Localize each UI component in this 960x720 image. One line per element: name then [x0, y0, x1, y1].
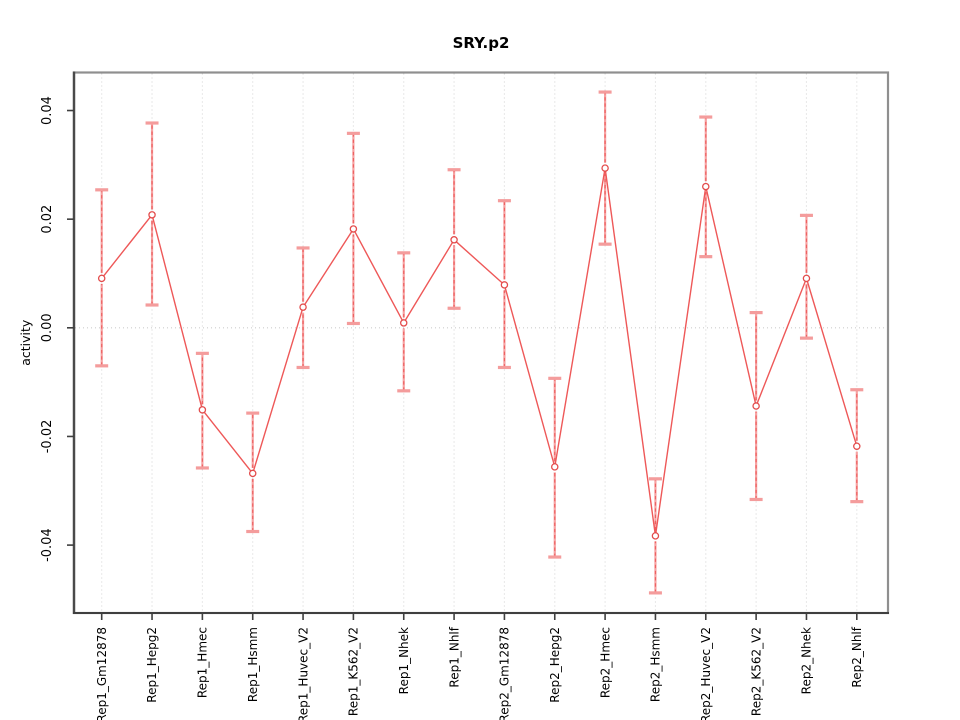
x-tick-label-13: Rep2_K562_V2 [749, 627, 763, 716]
error-bar-15 [850, 388, 864, 504]
x-tick-label-6: Rep1_Nhek [397, 627, 411, 694]
error-bar-2 [195, 351, 209, 470]
error-bar-13 [749, 311, 763, 502]
x-tick-label-8: Rep2_Gm12878 [498, 627, 512, 720]
data-point-1 [148, 211, 156, 219]
y-tick-label-3: 0.02 [40, 205, 55, 234]
data-point-0 [97, 274, 106, 283]
error-bar-4 [296, 246, 310, 370]
error-bar-12 [699, 115, 713, 259]
data-point-8 [500, 281, 509, 289]
data-point-13 [752, 402, 760, 410]
data-point-2 [198, 406, 207, 414]
data-point-6 [399, 319, 408, 327]
x-tick-label-14: Rep2_Nhek [800, 627, 814, 694]
data-point-10 [601, 164, 609, 172]
series-line [101, 167, 858, 537]
error-bar-6 [397, 251, 411, 393]
error-bar-14 [799, 213, 813, 340]
data-point-5 [349, 225, 358, 233]
plot-area: -0.04 -0.02 0.00 0.02 0.04 Rep1_Gm12878 Rep1_H… [40, 71, 890, 720]
x-tick-label-7: Rep1_Nhlf [447, 626, 461, 687]
x-tick-label-4: Rep1_Huvec_V2 [296, 627, 310, 720]
x-tick-label-1: Rep1_Hepg2 [145, 627, 159, 703]
data-point-9 [551, 463, 559, 471]
x-tick-label-10: Rep2_Hmec [598, 627, 612, 698]
data-point-7 [450, 236, 458, 244]
y-tick-label-1: -0.02 [40, 420, 55, 454]
data-point-14 [802, 274, 811, 283]
x-tick-label-5: Rep1_K562_V2 [347, 627, 361, 716]
x-tick-label-0: Rep1_Gm12878 [95, 627, 109, 720]
data-point-11 [651, 532, 660, 540]
error-bar-8 [497, 199, 511, 370]
data-point-12 [702, 182, 710, 191]
error-bar-1 [145, 121, 159, 307]
error-bar-5 [346, 131, 360, 326]
error-bar-0 [95, 188, 109, 368]
x-tick-label-2: Rep1_Hmec [196, 627, 210, 698]
x-tick-label-15: Rep2_Nhlf [850, 626, 864, 687]
plot-box [72, 71, 890, 615]
error-bar-3 [246, 411, 260, 534]
chart-title: SRY.p2 [453, 34, 510, 52]
y-tick-label-0: -0.04 [40, 528, 55, 562]
x-tick-label-12: Rep2_Huvec_V2 [699, 627, 713, 720]
x-tick-label-11: Rep2_Hsmm [649, 627, 663, 702]
error-bar-9 [548, 376, 562, 559]
y-tick-label-4: 0.04 [40, 96, 55, 125]
data-point-4 [299, 303, 307, 311]
x-tick-label-3: Rep1_Hsmm [246, 627, 260, 702]
error-bar-10 [598, 90, 612, 246]
error-bar-11 [648, 477, 662, 595]
x-tick-label-9: Rep2_Hepg2 [548, 627, 562, 703]
error-bar-7 [447, 168, 461, 310]
y-tick-label-2: 0.00 [40, 313, 55, 342]
data-point-15 [853, 442, 861, 450]
data-point-3 [248, 469, 257, 478]
y-axis-title: activity [18, 319, 33, 366]
